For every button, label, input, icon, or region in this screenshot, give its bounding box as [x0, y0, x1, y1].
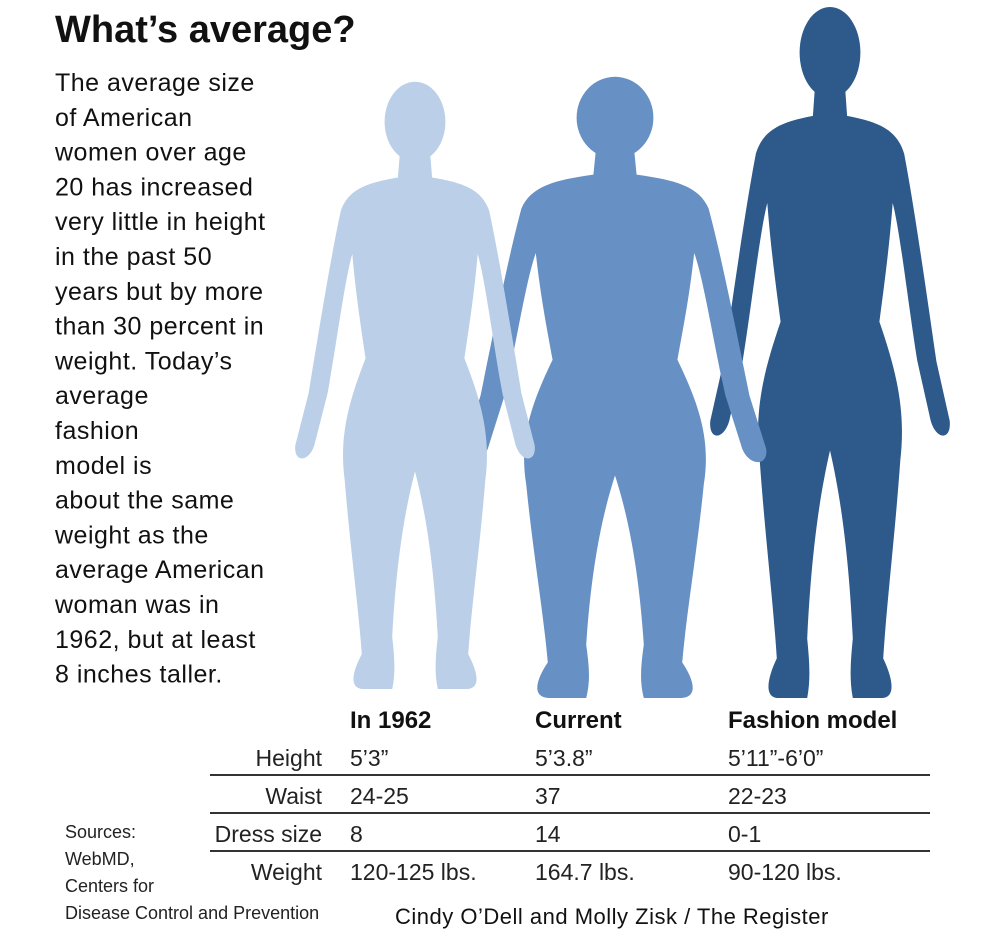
- intro-line: very little in height: [55, 208, 266, 236]
- intro-line: of American: [55, 104, 193, 132]
- intro-line: weight as the: [54, 521, 209, 549]
- title: What’s average?: [55, 9, 356, 51]
- table: In 1962 Current Fashion model Height 5’3” 5’3…: [210, 707, 930, 885]
- cell: 24-25: [350, 783, 409, 809]
- cell: 5’3”: [350, 745, 388, 771]
- intro-line: 8 inches taller.: [55, 661, 223, 689]
- cell: 22-23: [728, 783, 787, 809]
- intro-line: 1962, but at least: [55, 626, 256, 654]
- column-header: Current: [535, 707, 622, 734]
- intro-line: weight. Today’s: [54, 347, 233, 375]
- cell: 14: [535, 821, 561, 847]
- source-line: Sources:: [65, 822, 136, 842]
- cell: 8: [350, 821, 363, 847]
- credit: Cindy O’Dell and Molly Zisk / The Regist…: [395, 904, 829, 929]
- intro-line: years but by more: [55, 278, 264, 306]
- intro-line: in the past 50: [55, 243, 212, 271]
- intro-line: women over age: [54, 139, 247, 167]
- row-label: Height: [256, 745, 323, 771]
- intro-text: The average size of American women over ag…: [54, 69, 266, 689]
- column-header: In 1962: [350, 707, 431, 734]
- silhouette-model: [710, 6, 950, 699]
- row-label: Waist: [265, 783, 322, 809]
- intro-line: 20 has increased: [55, 173, 253, 201]
- cell: 5’11”-6’0”: [728, 745, 823, 771]
- intro-line: woman was in: [54, 591, 219, 619]
- intro-line: fashion: [55, 417, 139, 445]
- intro-line: than 30 percent in: [55, 313, 264, 341]
- cell: 164.7 lbs.: [535, 859, 635, 885]
- intro-line: model is: [55, 452, 152, 480]
- source-line: WebMD,: [65, 849, 135, 869]
- source-line: Disease Control and Prevention: [65, 903, 319, 923]
- intro-line: average American: [55, 556, 265, 584]
- cell: 37: [535, 783, 561, 809]
- intro-line: The average size: [55, 69, 255, 97]
- row-label: Dress size: [215, 821, 322, 847]
- cell: 5’3.8”: [535, 745, 593, 771]
- row-label: Weight: [251, 859, 323, 885]
- cell: 120-125 lbs.: [350, 859, 477, 885]
- cell: 90-120 lbs.: [728, 859, 842, 885]
- intro-line: about the same: [55, 487, 234, 515]
- sources: Sources: WebMD, Centers for Disease Control…: [65, 822, 319, 923]
- intro-line: average: [55, 382, 149, 410]
- column-header: Fashion model: [728, 707, 897, 734]
- source-line: Centers for: [65, 876, 154, 896]
- cell: 0-1: [728, 821, 761, 847]
